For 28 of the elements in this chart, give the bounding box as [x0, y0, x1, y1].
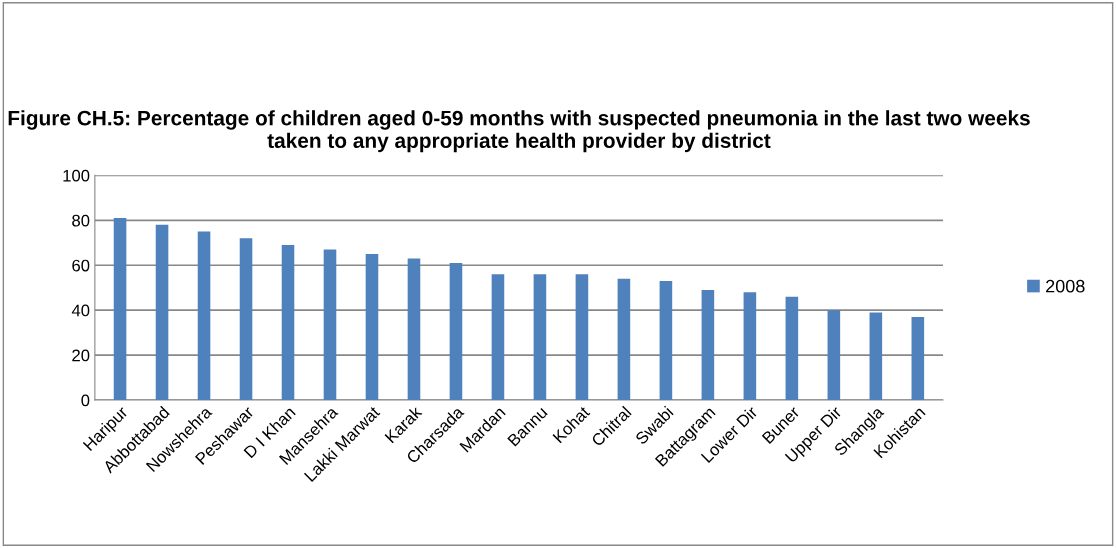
y-tick-label: 60 — [72, 259, 90, 272]
bar — [449, 262, 463, 401]
bar — [869, 312, 883, 401]
y-tick-label: 80 — [72, 214, 90, 227]
bar — [113, 218, 127, 401]
bar — [743, 292, 757, 401]
bar — [407, 258, 421, 401]
bar — [911, 316, 925, 401]
bar — [701, 289, 715, 401]
bar — [281, 245, 295, 401]
y-tick-label: 0 — [81, 394, 90, 407]
y-tick-label: 100 — [63, 169, 90, 182]
bar — [533, 274, 547, 401]
y-tick-label: 20 — [72, 349, 90, 362]
bar — [827, 310, 841, 401]
y-tick-label: 40 — [71, 304, 90, 317]
bar — [365, 254, 379, 401]
chart-title: Figure CH.5: Percentage of children aged 0-59 months with suspected pneumonia in the last two weeks taken to any appropriate health provider by district — [8, 110, 1030, 153]
bar — [491, 274, 505, 401]
bar — [785, 296, 799, 401]
legend-label: 2008 — [1046, 279, 1085, 293]
bar — [239, 238, 253, 401]
bar — [155, 224, 169, 401]
bar — [197, 231, 211, 401]
bar — [659, 280, 673, 401]
bar — [323, 249, 337, 401]
bar — [617, 278, 631, 401]
bar — [575, 274, 589, 401]
